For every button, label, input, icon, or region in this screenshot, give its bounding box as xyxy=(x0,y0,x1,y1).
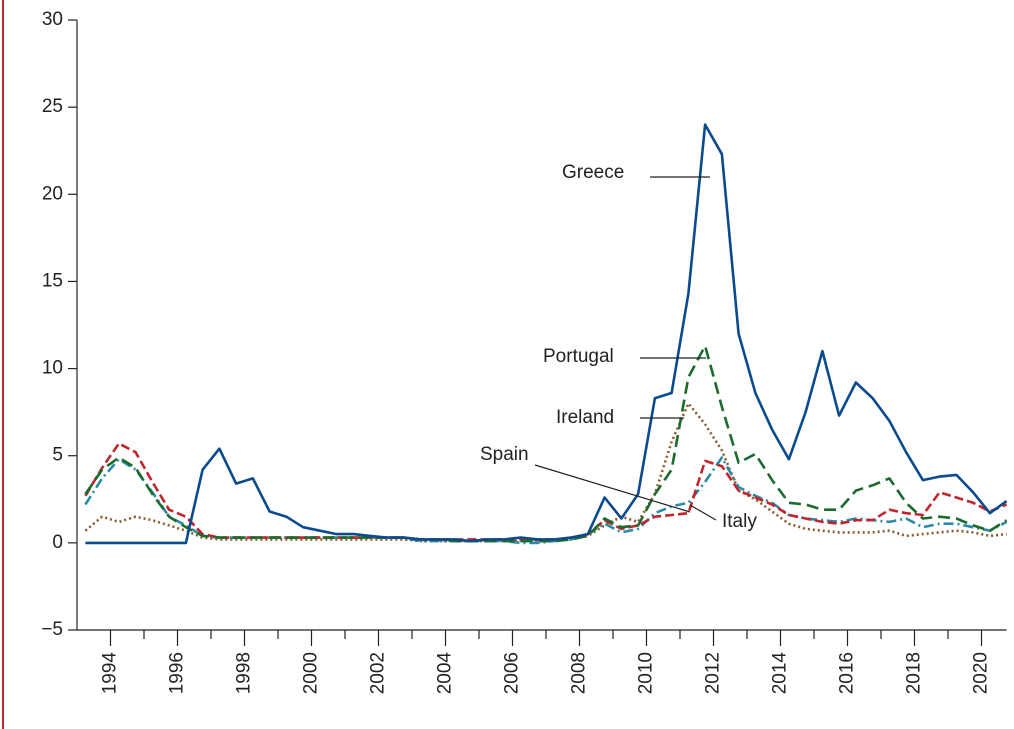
x-tick-label: 2002 xyxy=(368,652,389,694)
series-label: Portugal xyxy=(543,346,614,367)
x-tick-label: 2008 xyxy=(569,652,590,694)
y-tick-label: 20 xyxy=(42,183,63,204)
x-tick-label: 2012 xyxy=(703,652,724,694)
callout-line xyxy=(534,464,691,513)
x-tick-label: 2010 xyxy=(636,652,657,694)
series-label: Greece xyxy=(562,162,624,183)
callout-line xyxy=(689,504,717,521)
x-tick-label: 2016 xyxy=(837,652,858,694)
series-line xyxy=(85,123,1008,545)
x-tick-label: 2004 xyxy=(435,652,456,695)
x-tick-label: 2014 xyxy=(770,652,791,695)
y-tick-label: 10 xyxy=(42,358,63,379)
x-tick-label: 2006 xyxy=(502,652,523,694)
y-tick-label: 0 xyxy=(52,532,63,553)
y-tick-label: 25 xyxy=(42,96,63,117)
y-tick-label: 5 xyxy=(52,445,63,466)
series-line xyxy=(84,344,1008,543)
series-label: Spain xyxy=(480,444,529,465)
series-line xyxy=(84,456,1008,545)
y-tick-label: 30 xyxy=(42,9,63,30)
x-tick-label: 1994 xyxy=(100,652,121,695)
x-tick-label: 1998 xyxy=(234,652,255,694)
x-tick-label: 2020 xyxy=(971,652,992,694)
x-tick-label: 1996 xyxy=(167,652,188,694)
y-tick-label: 15 xyxy=(42,270,63,291)
x-tick-label: 2018 xyxy=(904,652,925,694)
x-tick-label: 2000 xyxy=(301,652,322,694)
series-label: Italy xyxy=(722,511,757,532)
series-label: Ireland xyxy=(556,407,614,428)
y-tick-label: −5 xyxy=(41,619,63,640)
